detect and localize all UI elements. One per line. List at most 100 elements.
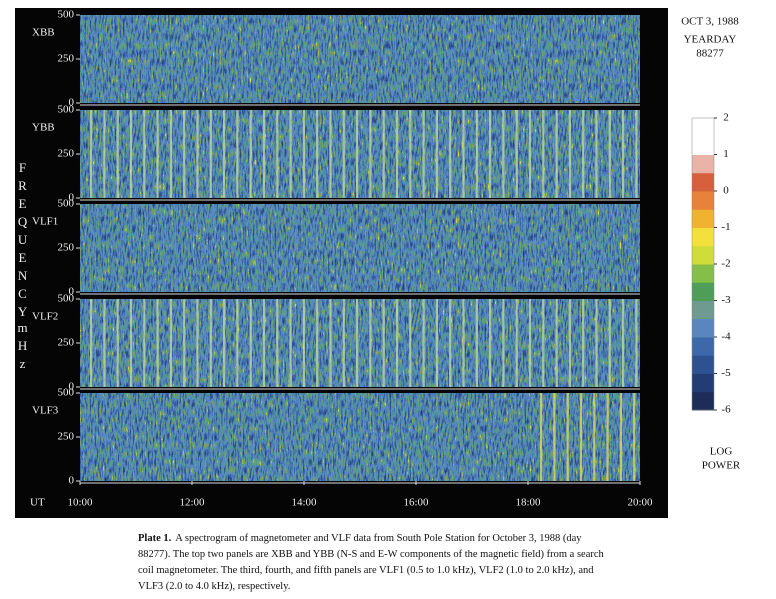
- interference-stripe: [289, 110, 292, 198]
- interference-stripe: [489, 110, 492, 198]
- colorbar-tick-label: -3: [721, 294, 731, 306]
- colorbar-tick-label: -2: [721, 258, 730, 270]
- interference-stripe: [449, 110, 452, 198]
- colorbar-tick-label: -6: [721, 404, 731, 416]
- interference-stripe: [409, 299, 412, 387]
- x-tick-label: 18:00: [515, 497, 541, 509]
- spectrogram-image: [80, 15, 640, 103]
- spectrogram-image: [80, 110, 640, 198]
- interference-stripe: [568, 299, 571, 387]
- interference-stripe: [608, 299, 611, 387]
- colorbar-label: POWER: [702, 460, 741, 472]
- y-tick-label: 250: [58, 242, 75, 254]
- interference-stripe: [316, 299, 319, 387]
- colorbar-band: [692, 154, 714, 174]
- colorbar-band: [692, 373, 714, 393]
- interference-stripe: [515, 110, 518, 198]
- colorbar-band: [692, 355, 714, 374]
- interference-stripe: [276, 110, 279, 198]
- y-tick-label: 0: [69, 192, 75, 204]
- interference-stripe: [540, 393, 543, 481]
- caption-line: Plate 1. A spectrogram of magnetometer an…: [138, 531, 698, 547]
- interference-stripe: [593, 393, 596, 481]
- panel-name: VLF1: [32, 216, 58, 228]
- x-label: UT: [30, 497, 45, 509]
- interference-stripe: [606, 393, 609, 481]
- interference-stripe: [528, 110, 532, 198]
- panel-name: VLF2: [32, 311, 58, 323]
- colorbar-band: [692, 337, 714, 356]
- y-tick-label: 0: [69, 286, 75, 298]
- colorbar-label: LOG: [710, 446, 733, 458]
- interference-stripe: [528, 299, 532, 387]
- interference-stripe: [582, 110, 585, 198]
- interference-stripe: [608, 110, 611, 198]
- interference-stripe: [395, 110, 399, 198]
- interference-stripe: [329, 110, 332, 198]
- interference-stripe: [329, 299, 332, 387]
- interference-stripe: [90, 110, 93, 198]
- interference-stripe: [409, 110, 412, 198]
- interference-stripe: [635, 299, 638, 387]
- interference-stripe: [382, 110, 385, 198]
- interference-stripe: [622, 299, 625, 387]
- interference-stripe: [196, 110, 199, 198]
- y-unit: mHz: [15, 320, 30, 374]
- interference-stripe: [223, 110, 226, 198]
- colorbar-tick-label: 1: [723, 148, 729, 160]
- colorbar-band: [692, 264, 714, 283]
- y-tick-label: 0: [69, 475, 75, 487]
- colorbar-tick-label: 2: [723, 112, 729, 124]
- interference-stripe: [619, 393, 622, 481]
- colorbar-tick-label: -1: [721, 221, 730, 233]
- interference-stripe: [116, 299, 119, 387]
- y-tick-label: 250: [58, 431, 75, 443]
- interference-stripe: [462, 110, 465, 198]
- colorbar-band: [692, 282, 714, 301]
- interference-stripe: [356, 299, 359, 387]
- interference-stripe: [579, 393, 583, 481]
- interference-stripe: [156, 110, 159, 198]
- yearday-label: YEARDAY: [684, 34, 737, 46]
- date: OCT 3, 1988: [681, 16, 739, 28]
- x-tick-label: 12:00: [179, 497, 205, 509]
- colorbar-band: [692, 172, 714, 192]
- interference-stripe: [502, 110, 505, 198]
- caption: Plate 1. A spectrogram of magnetometer an…: [138, 531, 698, 595]
- interference-stripe: [289, 299, 292, 387]
- interference-stripe: [595, 299, 598, 387]
- caption-text: A spectrogram of magnetometer and VLF da…: [175, 533, 582, 544]
- colorbar-band: [692, 391, 714, 411]
- interference-stripe: [276, 299, 279, 387]
- interference-stripe: [342, 299, 345, 387]
- interference-stripe: [356, 110, 359, 198]
- interference-stripe: [542, 110, 545, 198]
- interference-stripe: [422, 299, 425, 387]
- x-tick-label: 14:00: [291, 497, 317, 509]
- interference-stripe: [316, 110, 319, 198]
- interference-stripe: [183, 110, 186, 198]
- panel-name: VLF3: [32, 405, 59, 417]
- y-tick-label: 250: [58, 53, 75, 65]
- interference-stripe: [223, 299, 226, 387]
- spectrogram-image: [80, 299, 640, 387]
- interference-stripe: [595, 110, 598, 198]
- interference-stripe: [633, 393, 636, 481]
- colorbar-band: [692, 191, 714, 210]
- spectrogram-image: [80, 204, 640, 292]
- caption-label: Plate 1.: [138, 533, 172, 544]
- interference-stripe: [116, 110, 119, 198]
- y-tick-label: 500: [58, 293, 75, 305]
- interference-stripe: [302, 299, 305, 387]
- interference-stripe: [566, 393, 569, 481]
- interference-stripe: [422, 110, 425, 198]
- interference-stripe: [169, 110, 172, 198]
- interference-stripe: [553, 393, 556, 481]
- interference-stripe: [369, 110, 372, 198]
- colorbar-band: [692, 227, 714, 247]
- interference-stripe: [209, 110, 212, 198]
- y-label: FREQUENCY: [15, 160, 30, 322]
- interference-stripe: [236, 299, 239, 387]
